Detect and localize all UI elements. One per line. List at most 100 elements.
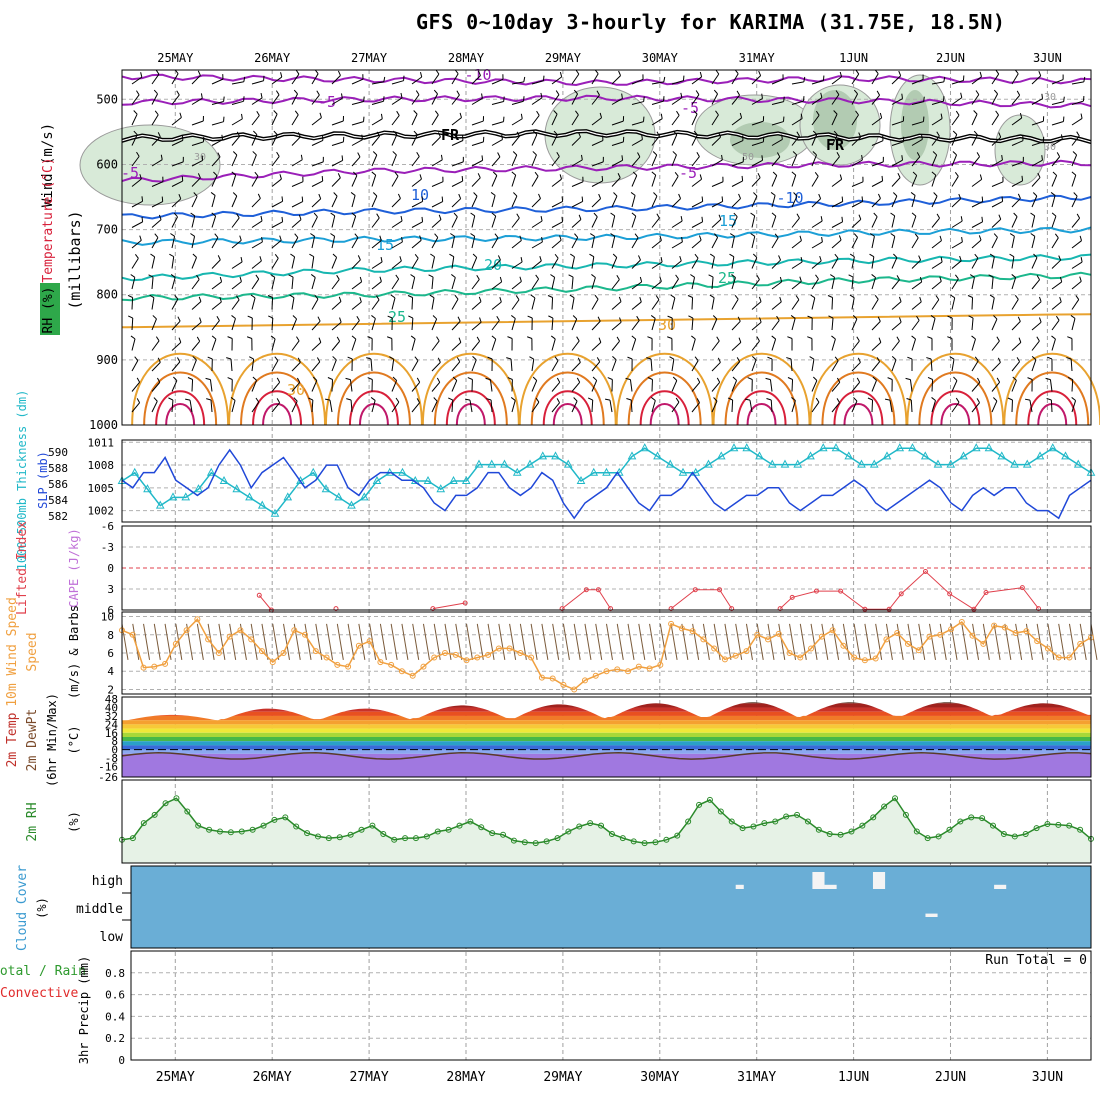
wind-barb [571,201,583,208]
wind-barb-flag [631,212,637,217]
minmax-axis-label: (6hr Min/Max) [45,693,59,787]
wind-barb [491,237,499,249]
wind-barb-flag [192,356,197,361]
wind-barb [471,321,482,331]
slp-axis-label: SLP (mb) [36,451,50,509]
wind-barb [769,379,773,392]
wind-barb-flag [231,171,236,176]
wind-barb [331,321,342,331]
wind-barb [731,94,740,105]
surface-wind-barb [670,623,678,660]
wind-speed-line-point [495,645,502,652]
surface-wind-barb [929,623,936,660]
wind-barb-flag [667,336,673,339]
rh-line-point [957,818,964,825]
wind-barb-flag [651,171,657,176]
wind-barb [411,221,423,228]
wind-barb [971,134,978,146]
thickness-line-point [1035,451,1045,460]
wind-barb-flag [637,152,641,158]
wind-barb [351,301,362,310]
wind-barb [191,160,203,167]
li-tick-label: 3 [107,583,114,596]
surface-wind-barb [896,623,904,660]
wind-barb-flag [879,112,883,119]
isotherm-30 [121,313,1092,329]
precip-tick-label: 0.8 [105,967,125,980]
wind-barb-flag [516,213,520,219]
wind-barb [431,114,439,126]
wind-barb [991,400,998,413]
wind-barb-flag [898,70,902,76]
wind-barb-flag [619,317,622,323]
wind-barb-flag [597,316,601,322]
wind-barb-flag [855,69,860,75]
surface-wind-barb [972,623,980,660]
wind-barb-flag [341,93,343,99]
wind-barb [511,240,522,249]
wind-barb [591,236,595,249]
wind-barb [251,359,255,372]
rh-line-point [968,814,975,821]
wind-barb [291,277,294,290]
surface-wind-barb [864,623,872,660]
wind-barb [771,259,781,269]
wind-barb-flag [538,193,541,199]
diurnal-contour [712,352,811,426]
wind-barb-flag [873,212,878,218]
wind-barb-flag [838,235,842,241]
thickness-line-point [946,459,956,468]
wind-barb-flag [587,397,593,401]
wind-barb [571,93,578,105]
rh-line-point [630,838,637,845]
rh-line-point [1033,825,1040,832]
wind-barb-flag [173,212,178,218]
contour-label: 30 [1044,92,1056,103]
slp-tick-label: 1005 [88,482,115,495]
wind-speed-line-point [980,640,987,647]
wind-barb-flag [1058,255,1062,261]
wind-barb [911,121,924,126]
wind-barb-flag [787,377,793,380]
wind-barb [151,73,160,85]
surface-wind-barb [379,623,387,660]
wind-speed-line-point [162,660,169,667]
wind-barb-flag [721,154,723,161]
pressure-tick-label: 1000 [89,418,118,432]
wind-barb-flag [357,152,361,158]
wind-barb [1071,100,1084,105]
wind-barb [151,219,162,228]
wind-barb-flag [158,214,162,220]
li-tick-label: 0 [107,562,114,575]
wind-barb-flag [314,294,319,300]
wind-barb [811,241,823,249]
wind-barb [951,134,958,146]
wind-barb-flag [756,336,760,342]
cloud-block [735,884,744,889]
wind-barb-flag [333,192,338,197]
wind-barb-flag [815,397,820,403]
wind-barb-flag [507,336,513,339]
wind-barb-flag [255,397,260,403]
contour-label: 30 [194,152,206,163]
wind-barb-flag [559,174,562,180]
wind-barb-flag [478,296,482,302]
wind-barb [911,281,922,290]
thickness-line-point [219,475,229,484]
wind-barb [691,76,702,85]
rh-line-point [184,808,191,815]
rh-line-point [391,836,398,843]
wind-barb [271,134,278,146]
wind-barb [911,101,924,105]
wind-barb [871,256,875,269]
wind-barb [411,338,416,351]
wind-barb-flag [694,356,699,361]
wind-barb [791,217,800,228]
wind-barb [731,361,741,372]
wind-barb [351,215,357,228]
wind-speed-line-point [786,650,793,656]
wind-barb [211,237,219,249]
wind-barb [811,380,818,392]
wind-barb [711,318,718,331]
wind-barb [411,402,420,413]
